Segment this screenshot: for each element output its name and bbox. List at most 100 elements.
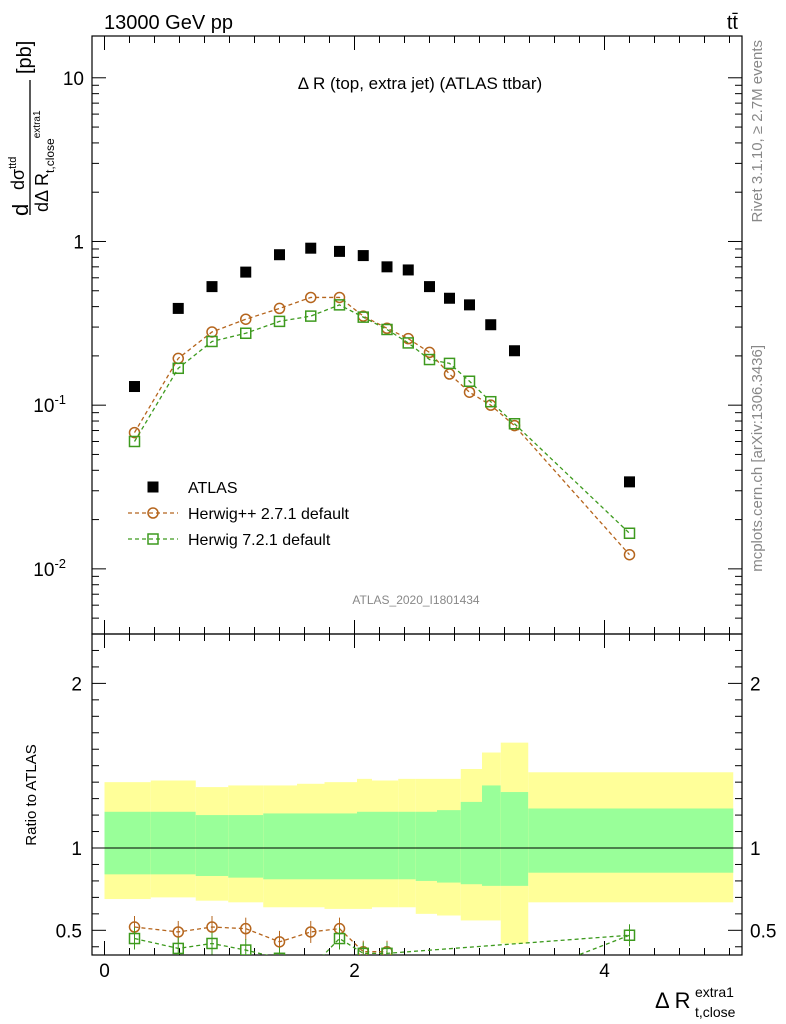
data-point-herwig7 bbox=[172, 942, 184, 955]
svg-text:dσttd: dσttd bbox=[7, 157, 28, 190]
legend-label: Herwig 7.2.1 default bbox=[188, 532, 331, 549]
data-point-herwig7 bbox=[623, 929, 636, 941]
ratio-line-tail bbox=[576, 934, 630, 955]
data-point-herwig7 bbox=[381, 947, 393, 955]
data-point-herwigpp bbox=[240, 922, 252, 935]
data-point-herwig7 bbox=[147, 533, 159, 545]
band-inner bbox=[528, 808, 734, 873]
data-point-herwig7 bbox=[206, 335, 218, 348]
main-series bbox=[128, 242, 636, 561]
data-point-herwig7 bbox=[443, 357, 456, 370]
x-axis-label: Δ R extra1 t,close bbox=[655, 984, 736, 1020]
svg-text:t,close: t,close bbox=[695, 1004, 736, 1020]
data-point-herwigpp bbox=[463, 386, 476, 398]
data-point-herwig7 bbox=[240, 944, 252, 955]
data-point-herwig7 bbox=[463, 375, 476, 387]
svg-text:dΔ Rt,closeextra1: dΔ Rt,closeextra1 bbox=[32, 110, 57, 212]
data-point-atlas bbox=[464, 299, 475, 311]
data-point-herwigpp bbox=[206, 921, 218, 933]
legend: ATLAS Herwig++ 2.7.1 default Herwig 7.2.1 … bbox=[128, 480, 350, 549]
data-point-herwigpp bbox=[273, 936, 286, 948]
data-point-herwig7 bbox=[273, 952, 286, 955]
legend-label: ATLAS bbox=[188, 480, 238, 497]
data-point-herwig7 bbox=[485, 395, 497, 408]
x-tick-label: 0 bbox=[99, 961, 110, 982]
band-inner bbox=[195, 815, 229, 876]
x-tick-label: 2 bbox=[349, 961, 360, 982]
data-point-atlas bbox=[274, 249, 285, 261]
y-tick-label: 1 bbox=[73, 232, 84, 253]
band-inner bbox=[415, 811, 437, 881]
ratio-tick-label: 1 bbox=[71, 839, 82, 860]
data-point-herwigpp bbox=[305, 926, 317, 938]
x-tick-label: 4 bbox=[599, 961, 610, 982]
band-inner bbox=[460, 801, 482, 885]
data-point-atlas bbox=[172, 302, 184, 314]
data-point-herwigpp bbox=[273, 302, 286, 315]
data-point-herwigpp bbox=[147, 507, 159, 519]
y-tick-label: 10-2 bbox=[33, 556, 66, 581]
data-point-herwig7 bbox=[623, 527, 636, 540]
data-point-herwig7 bbox=[402, 337, 414, 349]
data-point-herwigpp bbox=[423, 346, 436, 359]
svg-text:extra1: extra1 bbox=[695, 984, 734, 1000]
data-point-atlas bbox=[206, 281, 218, 293]
data-point-herwigpp bbox=[305, 291, 317, 304]
series-line bbox=[133, 304, 630, 534]
data-point-herwigpp bbox=[172, 926, 184, 938]
band-inner bbox=[263, 813, 297, 880]
ratio-line bbox=[134, 926, 387, 953]
band-inner bbox=[437, 810, 461, 883]
svg-text:Δ R: Δ R bbox=[655, 988, 690, 1013]
data-point-herwig7 bbox=[357, 311, 369, 323]
data-point-herwig7 bbox=[305, 310, 317, 322]
band-inner bbox=[297, 813, 325, 880]
band-inner bbox=[228, 815, 264, 878]
svg-text:d: d bbox=[8, 204, 33, 216]
data-point-herwig7 bbox=[357, 947, 369, 955]
band-inner bbox=[500, 792, 529, 886]
band-inner bbox=[398, 811, 416, 880]
ratio-tick-label-right: 2 bbox=[750, 674, 761, 695]
data-point-herwig7 bbox=[172, 362, 184, 375]
data-point-herwig7 bbox=[306, 963, 316, 973]
data-point-herwig7 bbox=[273, 315, 286, 328]
data-point-atlas bbox=[129, 381, 140, 393]
band-inner bbox=[324, 813, 357, 880]
data-point-herwig7 bbox=[423, 353, 436, 366]
data-point-herwigpp bbox=[443, 368, 456, 380]
data-point-herwig7 bbox=[240, 327, 252, 340]
chart-title: Δ R (top, extra jet) (ATLAS ttbar) bbox=[298, 74, 542, 93]
ratio-frame bbox=[91, 633, 743, 956]
band-inner bbox=[357, 811, 372, 880]
data-point-atlas bbox=[240, 266, 252, 278]
y-tick-label: 10-1 bbox=[33, 392, 66, 417]
ratio-tick-label: 2 bbox=[71, 674, 82, 695]
data-point-herwig7 bbox=[508, 417, 521, 430]
data-point-atlas bbox=[357, 250, 369, 262]
data-point-herwigpp bbox=[623, 548, 636, 561]
ratio-tick-label: 0.5 bbox=[56, 921, 82, 942]
axes: 0 2 4 10-2 10-1 1 10 0.5 0.5 1 1 2 2 bbox=[33, 35, 776, 982]
data-point-herwigpp bbox=[333, 291, 346, 304]
data-point-atlas bbox=[334, 245, 345, 257]
band-inner bbox=[372, 811, 399, 880]
y-axis-label: d dσttd dΔ Rt,closeextra1 [pb] bbox=[7, 41, 57, 216]
series-line bbox=[133, 296, 630, 556]
analysis-id: ATLAS_2020_I1801434 bbox=[352, 593, 480, 607]
data-point-atlas bbox=[305, 242, 317, 254]
data-point-atlas bbox=[424, 281, 435, 293]
process-label: tt̄ bbox=[727, 12, 739, 34]
band-inner bbox=[482, 785, 501, 886]
energy-label: 13000 GeV pp bbox=[104, 12, 233, 34]
ratio-series bbox=[128, 916, 636, 973]
data-point-herwig7 bbox=[128, 932, 141, 945]
ratio-tick-label-right: 1 bbox=[750, 839, 761, 860]
data-point-herwigpp bbox=[240, 313, 252, 325]
data-point-atlas bbox=[485, 319, 497, 331]
data-point-atlas bbox=[381, 261, 393, 273]
data-point-herwig7 bbox=[333, 299, 346, 311]
data-point-herwig7 bbox=[206, 937, 218, 950]
band-inner bbox=[104, 811, 151, 875]
